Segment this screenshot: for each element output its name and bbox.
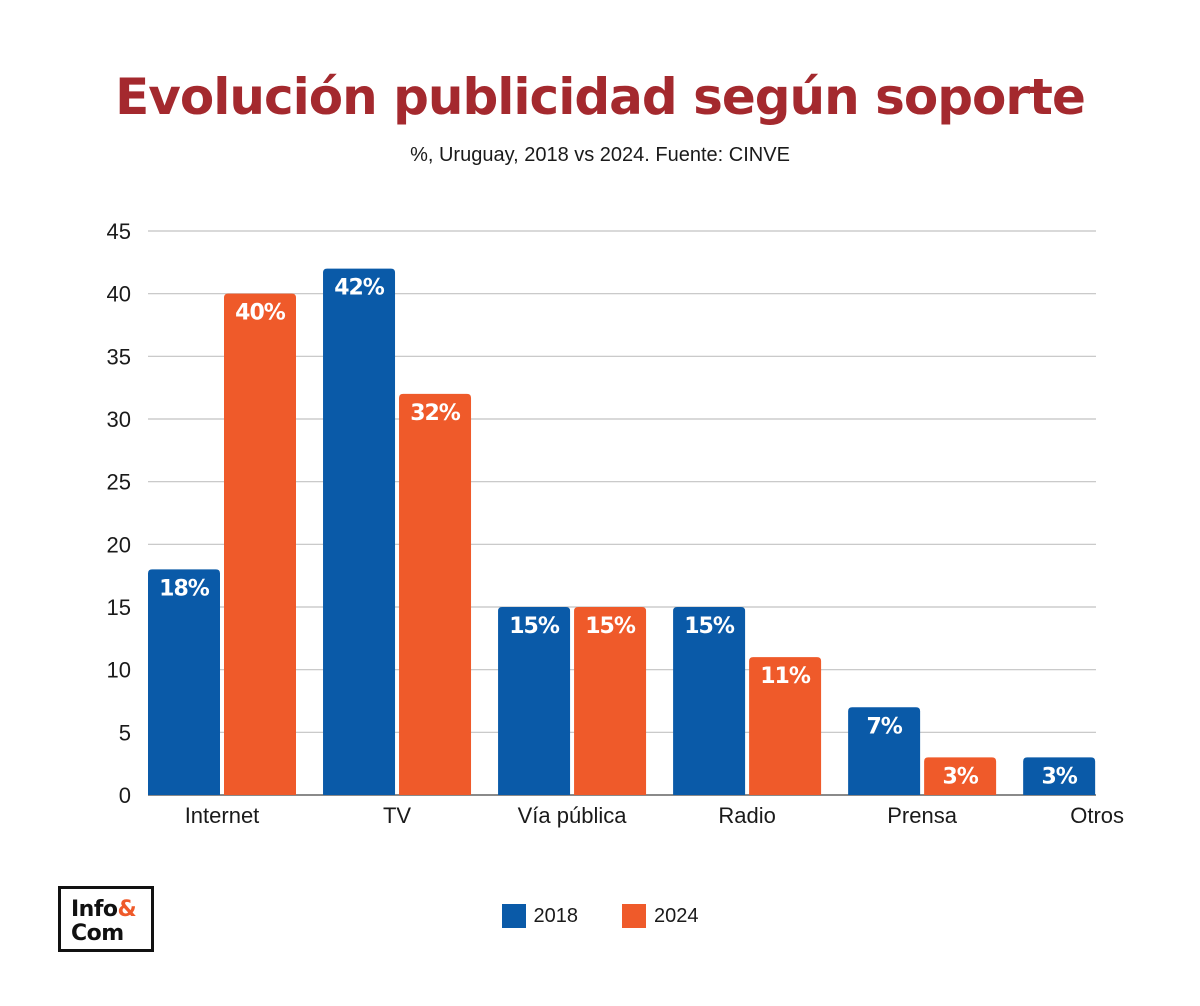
y-tick-label: 0 [119, 783, 131, 808]
x-tick-label: TV [383, 803, 411, 828]
bar-2024-prensa [924, 757, 997, 795]
legend-item-2024: 2024 [622, 904, 699, 928]
bar-data-label: 15% [585, 614, 636, 639]
x-tick-label: Internet [185, 803, 260, 828]
legend-label-2024: 2024 [654, 904, 699, 927]
y-tick-label: 5 [119, 720, 131, 745]
legend-swatch-2024 [622, 904, 646, 928]
bar-data-label: 15% [509, 614, 560, 639]
y-tick-label: 10 [107, 658, 131, 683]
x-tick-label: Otros [1070, 803, 1124, 828]
x-tick-label: Prensa [887, 803, 957, 828]
y-tick-label: 25 [107, 470, 131, 495]
logo-line-2: Com [71, 921, 124, 946]
bar-labels: 18% 40% 42% 32% 15% 15% 15% 11% 7% 3% 3% [159, 276, 1079, 790]
legend-label-2018: 2018 [533, 904, 579, 927]
bars [148, 268, 1096, 796]
infocom-logo: Info& Com [58, 886, 154, 952]
bar-data-label: 42% [334, 276, 385, 301]
bar-data-label: 15% [684, 614, 735, 639]
bar-data-label: 3% [942, 764, 978, 789]
bar-2024-tv [399, 393, 472, 795]
x-axis-ticks: Internet TV Vía pública Radio Prensa Otros [185, 803, 1124, 828]
y-tick-label: 30 [107, 407, 131, 432]
legend-item-2018: 2018 [501, 904, 579, 928]
bar-2018-prensa [848, 707, 921, 795]
bar-data-label: 40% [235, 301, 286, 326]
bar-data-label: 32% [410, 401, 461, 426]
bar-2018-vía-pública [498, 607, 571, 795]
y-tick-label: 40 [107, 282, 131, 307]
bar-2018-otros [1023, 757, 1096, 795]
x-tick-label: Vía pública [518, 803, 628, 828]
bar-data-label: 3% [1041, 764, 1077, 789]
y-axis-ticks: 0 5 10 15 20 25 30 35 40 45 [107, 219, 131, 808]
bar-data-label: 7% [866, 714, 902, 739]
y-tick-label: 20 [107, 532, 131, 557]
bar-data-label: 11% [760, 664, 811, 689]
x-tick-label: Radio [718, 803, 775, 828]
y-tick-label: 45 [107, 219, 131, 244]
legend: 2018 2024 [0, 904, 1200, 928]
chart-subtitle: %, Uruguay, 2018 vs 2024. Fuente: CINVE [410, 144, 790, 166]
y-tick-label: 15 [107, 595, 131, 620]
y-tick-label: 35 [107, 344, 131, 369]
logo-line-1: Info& [71, 897, 137, 922]
bar-2024-internet [224, 293, 296, 795]
bar-2024-vía-pública [574, 607, 647, 795]
bar-2024-radio [749, 657, 822, 795]
bar-2018-radio [673, 607, 746, 795]
bar-2018-tv [323, 268, 396, 796]
chart-title: Evolución publicidad según soporte [115, 68, 1086, 126]
legend-swatch-2018 [501, 904, 526, 928]
bar-data-label: 18% [159, 576, 210, 601]
bar-2018-internet [148, 569, 220, 795]
